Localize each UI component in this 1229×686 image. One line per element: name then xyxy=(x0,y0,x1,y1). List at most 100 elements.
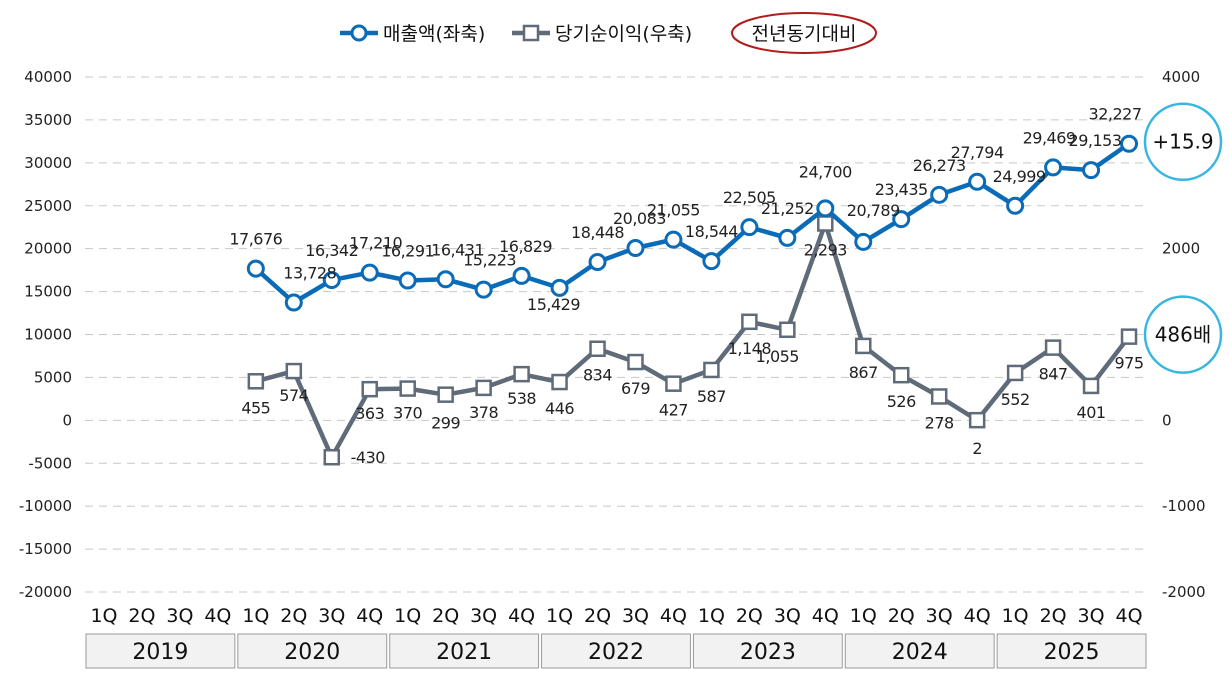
left-tick-label: 15000 xyxy=(24,283,72,301)
right-tick-label: -1000 xyxy=(1162,497,1206,515)
sales-data-label: 17,210 xyxy=(349,234,402,253)
data-point xyxy=(588,252,607,271)
profit-data-label: 1,148 xyxy=(728,339,772,358)
data-point xyxy=(513,365,530,383)
data-point xyxy=(930,185,949,204)
quarter-label: 1Q xyxy=(850,605,877,627)
annotation-text: +15.9 xyxy=(1152,130,1213,154)
data-point xyxy=(778,228,797,247)
quarter-label: 2Q xyxy=(432,605,459,627)
quarter-label: 3Q xyxy=(1078,605,1105,627)
data-point xyxy=(399,380,416,397)
quarter-label: 3Q xyxy=(774,605,801,627)
yoy-annotations: +15.9 486배 xyxy=(1143,102,1223,374)
quarter-label: 4Q xyxy=(660,605,687,627)
sales-data-label: 29,153 xyxy=(1069,131,1122,150)
sales-data-label: 32,227 xyxy=(1089,105,1142,124)
sales-data-label: 26,273 xyxy=(913,156,966,175)
data-point xyxy=(589,340,606,357)
sales-data-label: 18,448 xyxy=(571,223,624,242)
data-point xyxy=(1082,377,1100,395)
sales-data-label: 15,429 xyxy=(527,295,580,314)
profit-data-label: 526 xyxy=(887,392,916,411)
right-tick-label: -2000 xyxy=(1162,583,1206,601)
sales-data-label: 13,728 xyxy=(283,264,336,283)
quarter-label: 2Q xyxy=(584,605,611,627)
data-point xyxy=(627,353,644,371)
data-point xyxy=(1082,161,1101,180)
year-label: 2020 xyxy=(284,640,340,665)
quarter-label: 3Q xyxy=(926,605,953,627)
data-point xyxy=(741,313,758,331)
data-point xyxy=(512,266,531,285)
data-point xyxy=(436,270,455,289)
year-label: 2024 xyxy=(892,640,948,665)
right-tick-label: 0 xyxy=(1162,411,1172,429)
year-cell xyxy=(692,633,843,669)
left-tick-label: 30000 xyxy=(24,154,72,172)
sales-data-label: 29,469 xyxy=(1023,128,1076,147)
sales-data-label: 15,223 xyxy=(463,251,516,270)
quarter-label: 1Q xyxy=(698,605,725,627)
sales-data-label: 16,342 xyxy=(305,241,358,260)
legend-label-sales: 매출액(좌축) xyxy=(383,23,485,45)
quarter-label: 4Q xyxy=(812,605,839,627)
quarter-label: 4Q xyxy=(508,605,535,627)
profit-data-label: 552 xyxy=(1001,390,1030,409)
data-point xyxy=(247,373,265,390)
data-point xyxy=(854,232,873,251)
profit-data-label: 867 xyxy=(849,363,878,382)
data-point xyxy=(664,230,683,249)
right-axis-ticks: 4000 2000 0 -1000 -2000 xyxy=(1162,68,1206,601)
left-tick-label: 20000 xyxy=(24,240,72,258)
profit-data-label: 378 xyxy=(469,403,498,422)
gridlines xyxy=(85,76,1148,593)
profit-data-label: 401 xyxy=(1077,403,1106,422)
legend-label-yoy: 전년동기대비 xyxy=(752,23,857,45)
profit-data-label: 847 xyxy=(1039,365,1068,384)
data-point xyxy=(474,280,493,299)
quarter-label: 2Q xyxy=(280,605,307,627)
data-point xyxy=(892,366,910,384)
quarter-label: 2Q xyxy=(888,605,915,627)
series-sales xyxy=(246,134,1139,312)
data-point xyxy=(665,375,682,392)
quarter-label: 2Q xyxy=(128,605,155,627)
profit-data-label: 834 xyxy=(583,366,612,385)
year-cell xyxy=(85,633,236,669)
data-point xyxy=(551,373,568,391)
data-point xyxy=(322,271,341,290)
data-point xyxy=(285,362,303,380)
data-point xyxy=(1120,328,1138,345)
sales-data-label: 18,544 xyxy=(685,222,738,241)
left-tick-label: -20000 xyxy=(19,583,72,601)
data-point xyxy=(1006,364,1024,382)
profit-data-label: 574 xyxy=(279,386,308,405)
profit-data-label: 2,293 xyxy=(804,241,847,260)
data-point xyxy=(779,321,796,339)
right-tick-label: 2000 xyxy=(1162,240,1200,258)
quarter-label: 2Q xyxy=(736,605,763,627)
data-point xyxy=(1044,158,1063,177)
sales-data-label: 20,083 xyxy=(613,209,666,228)
data-point xyxy=(817,215,834,232)
left-tick-label: -10000 xyxy=(19,497,72,515)
data-point xyxy=(703,361,720,379)
year-cell xyxy=(541,633,691,669)
legend-marker-profit xyxy=(522,24,540,42)
left-axis-ticks: 40000 35000 30000 25000 20000 15000 10000 5000 0… xyxy=(19,68,72,601)
quarter-label: 1Q xyxy=(90,605,117,627)
quarter-label: 3Q xyxy=(318,605,345,627)
data-point xyxy=(855,337,872,355)
left-tick-label: 25000 xyxy=(24,197,72,215)
quarter-label: 4Q xyxy=(356,605,383,627)
data-point xyxy=(816,199,835,218)
data-point xyxy=(361,380,378,398)
legend-label-profit: 당기순이익(우축) xyxy=(555,23,692,45)
profit-data-label: 446 xyxy=(545,399,574,418)
sales-data-label: 22,505 xyxy=(723,188,776,207)
sales-data-label: 23,435 xyxy=(875,180,928,199)
data-point xyxy=(930,388,948,405)
